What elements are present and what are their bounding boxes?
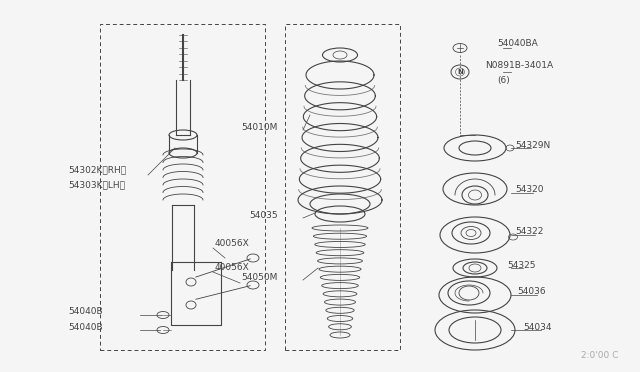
- Text: 54010M: 54010M: [242, 124, 278, 132]
- Text: N: N: [457, 69, 463, 75]
- Text: 40056X: 40056X: [215, 263, 250, 273]
- Text: 54325: 54325: [507, 260, 536, 269]
- Text: 54040BA: 54040BA: [497, 39, 538, 48]
- Text: 54035: 54035: [250, 211, 278, 219]
- Text: 54040B: 54040B: [68, 308, 102, 317]
- Text: 54303K〈LH〉: 54303K〈LH〉: [68, 180, 125, 189]
- Text: 54050M: 54050M: [242, 273, 278, 282]
- Text: 2:0'00 C: 2:0'00 C: [580, 351, 618, 360]
- Text: 54040B: 54040B: [68, 324, 102, 333]
- Text: 54329N: 54329N: [515, 141, 550, 150]
- Text: 54322: 54322: [515, 228, 543, 237]
- Text: 54320: 54320: [515, 186, 543, 195]
- Text: (6): (6): [497, 76, 509, 84]
- Text: 40056X: 40056X: [215, 238, 250, 247]
- Text: 54034: 54034: [523, 323, 552, 331]
- Text: N0891B-3401A: N0891B-3401A: [485, 61, 553, 70]
- Text: 54036: 54036: [517, 288, 546, 296]
- Text: 54302K〈RH〉: 54302K〈RH〉: [68, 166, 126, 174]
